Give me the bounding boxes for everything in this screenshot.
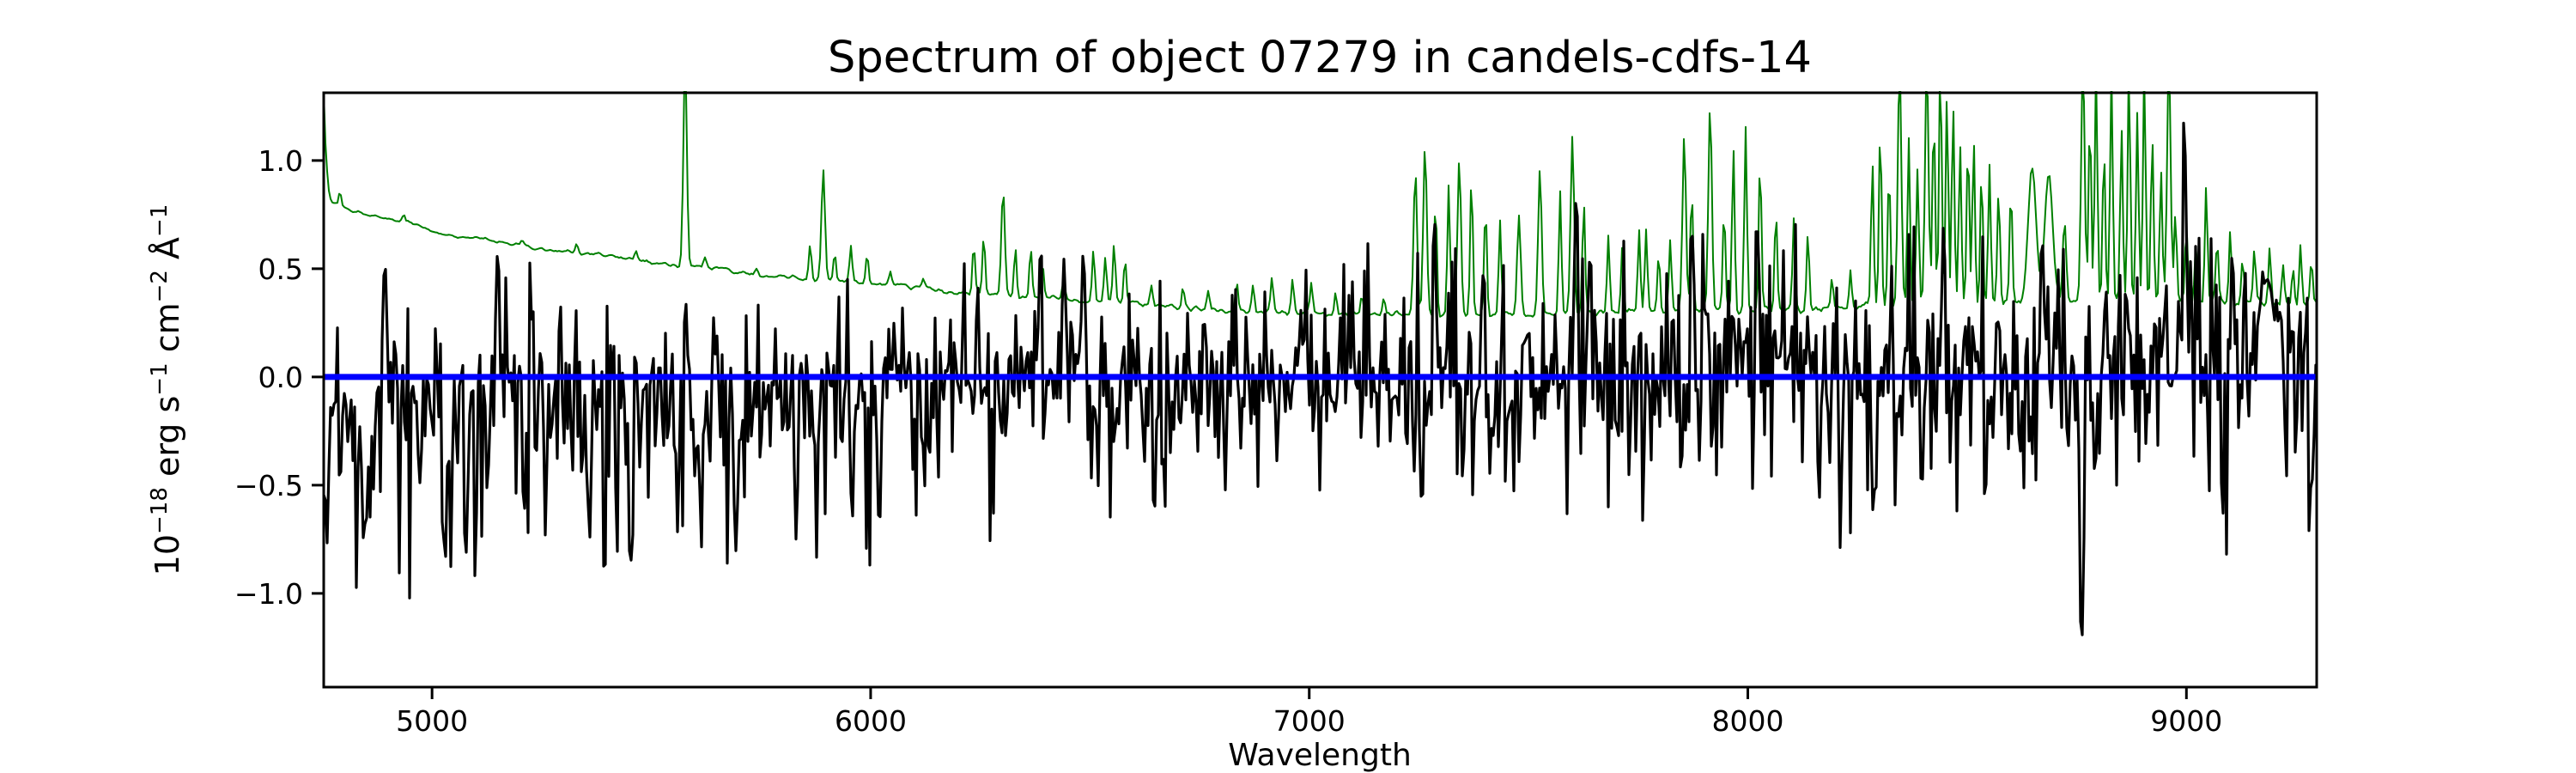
y-axis-ticks: 1.0 0.5 0.0 −0.5 −1.0 <box>234 144 324 611</box>
x-tick-label-6000: 6000 <box>835 704 907 738</box>
chart-title: Spectrum of object 07279 in candels-cdfs… <box>828 33 1812 83</box>
y-tick-label-−0.5: −0.5 <box>234 469 303 502</box>
x-tick-label-7000: 7000 <box>1273 704 1346 738</box>
y-tick-label-0.5: 0.5 <box>258 253 303 286</box>
y-tick-label-0.0: 0.0 <box>258 361 303 394</box>
axes-frame <box>322 91 2318 689</box>
plot-area: 5000 6000 7000 8000 9000 1.0 0.5 0.0 −0.5 −1.0 <box>234 91 2318 738</box>
series-group <box>324 91 2317 636</box>
x-axis-label: Wavelength <box>1228 738 1412 773</box>
x-tick-label-5000: 5000 <box>396 704 468 738</box>
y-tick-label-1.0: 1.0 <box>258 144 303 178</box>
x-tick-label-8000: 8000 <box>1712 704 1784 738</box>
x-axis-ticks: 5000 6000 7000 8000 9000 <box>396 687 2222 738</box>
x-tick-label-9000: 9000 <box>2150 704 2222 738</box>
y-axis-label: 10−18 erg s−1 cm−2 Å−1 <box>147 204 186 576</box>
flux-spectrum-line <box>324 121 2317 636</box>
y-tick-label-−1.0: −1.0 <box>234 577 303 611</box>
